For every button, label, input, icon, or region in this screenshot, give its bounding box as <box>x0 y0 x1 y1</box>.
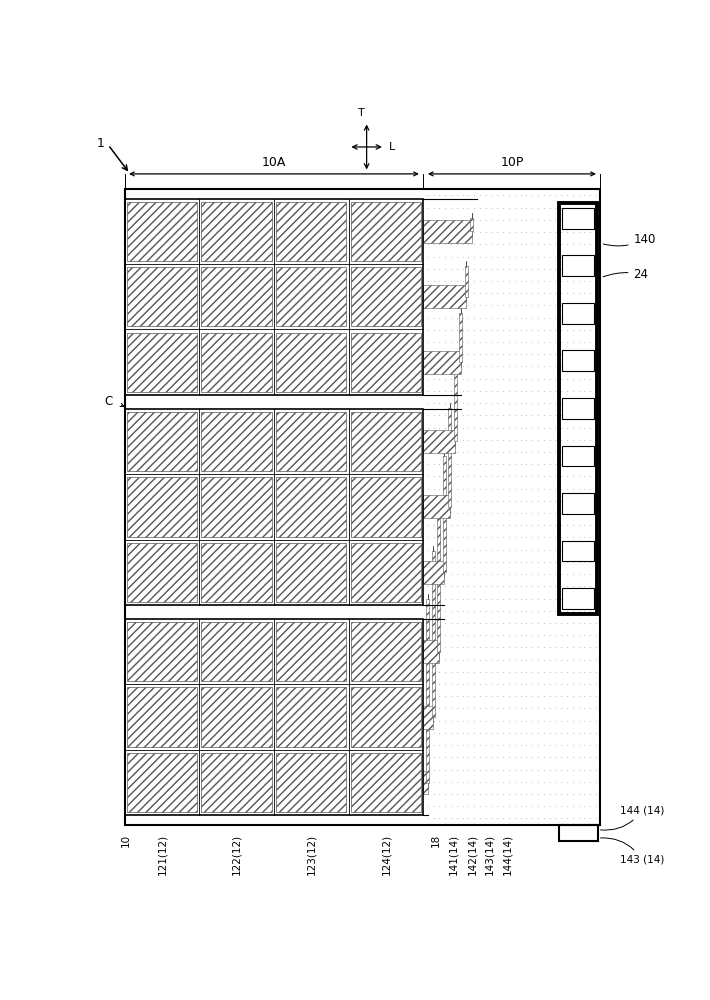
Bar <box>562 541 594 561</box>
Bar <box>276 202 346 261</box>
Bar <box>202 412 272 471</box>
Text: 10: 10 <box>121 834 131 847</box>
Bar <box>124 619 423 815</box>
Text: 121(12): 121(12) <box>157 834 167 875</box>
Bar <box>124 189 601 825</box>
Bar <box>124 199 423 395</box>
Bar <box>423 495 450 518</box>
Text: 24: 24 <box>603 267 648 280</box>
Bar <box>124 409 423 605</box>
Text: 10A: 10A <box>262 156 286 169</box>
Bar <box>276 267 346 326</box>
Bar <box>423 561 444 584</box>
Bar <box>442 456 446 572</box>
Bar <box>202 753 272 812</box>
Bar <box>126 753 197 812</box>
Bar <box>202 202 272 261</box>
Bar <box>276 753 346 812</box>
Bar <box>351 622 421 681</box>
Bar <box>437 503 440 652</box>
Text: 124(12): 124(12) <box>381 834 391 875</box>
Bar <box>423 351 461 374</box>
Bar <box>562 588 594 609</box>
Text: 122(12): 122(12) <box>231 834 241 875</box>
Bar <box>562 255 594 276</box>
Bar <box>562 493 594 514</box>
Text: T: T <box>358 108 364 118</box>
Bar <box>470 218 474 231</box>
Text: 141(14): 141(14) <box>449 834 459 875</box>
Bar <box>562 208 594 229</box>
Text: 1: 1 <box>97 137 105 150</box>
Bar <box>423 430 455 453</box>
Bar <box>423 706 433 729</box>
Bar <box>202 543 272 602</box>
Bar <box>276 687 346 747</box>
Bar <box>276 543 346 602</box>
Bar <box>126 333 197 392</box>
Bar <box>276 412 346 471</box>
Text: 144(14): 144(14) <box>503 834 513 875</box>
Text: C: C <box>104 395 112 408</box>
Bar <box>351 267 421 326</box>
Bar <box>423 640 439 663</box>
Text: 10P: 10P <box>501 156 524 169</box>
Bar <box>562 350 594 371</box>
Bar <box>351 753 421 812</box>
Bar <box>202 477 272 537</box>
Bar <box>126 687 197 747</box>
Text: L: L <box>389 142 395 152</box>
Bar <box>126 622 197 681</box>
Bar <box>126 267 197 326</box>
Bar <box>126 202 197 261</box>
Bar <box>276 333 346 392</box>
Text: 143 (14): 143 (14) <box>601 838 664 865</box>
Text: 18: 18 <box>430 834 440 847</box>
Bar <box>202 333 272 392</box>
Bar <box>562 446 594 466</box>
Bar <box>276 477 346 537</box>
Bar <box>423 771 428 794</box>
Bar <box>126 412 197 471</box>
Bar <box>454 361 457 441</box>
Bar <box>464 266 468 297</box>
Text: 140: 140 <box>604 233 656 246</box>
Text: 142(14): 142(14) <box>467 834 477 875</box>
Text: 143(14): 143(14) <box>484 834 494 875</box>
Bar <box>276 622 346 681</box>
Bar <box>448 408 452 507</box>
Bar <box>351 333 421 392</box>
Bar <box>426 599 430 783</box>
Bar <box>559 203 597 614</box>
Bar <box>126 543 197 602</box>
Bar <box>559 825 598 841</box>
Bar <box>202 622 272 681</box>
Text: 144 (14): 144 (14) <box>601 805 664 830</box>
Bar <box>423 220 472 243</box>
Bar <box>351 477 421 537</box>
Bar <box>202 687 272 747</box>
Bar <box>562 398 594 419</box>
Bar <box>351 543 421 602</box>
Bar <box>423 285 466 308</box>
Bar <box>202 267 272 326</box>
Bar <box>351 202 421 261</box>
Bar <box>126 477 197 537</box>
Text: 123(12): 123(12) <box>306 834 317 875</box>
Bar <box>432 551 435 717</box>
Bar <box>459 313 462 362</box>
Bar <box>562 303 594 324</box>
Bar <box>351 412 421 471</box>
Bar <box>351 687 421 747</box>
